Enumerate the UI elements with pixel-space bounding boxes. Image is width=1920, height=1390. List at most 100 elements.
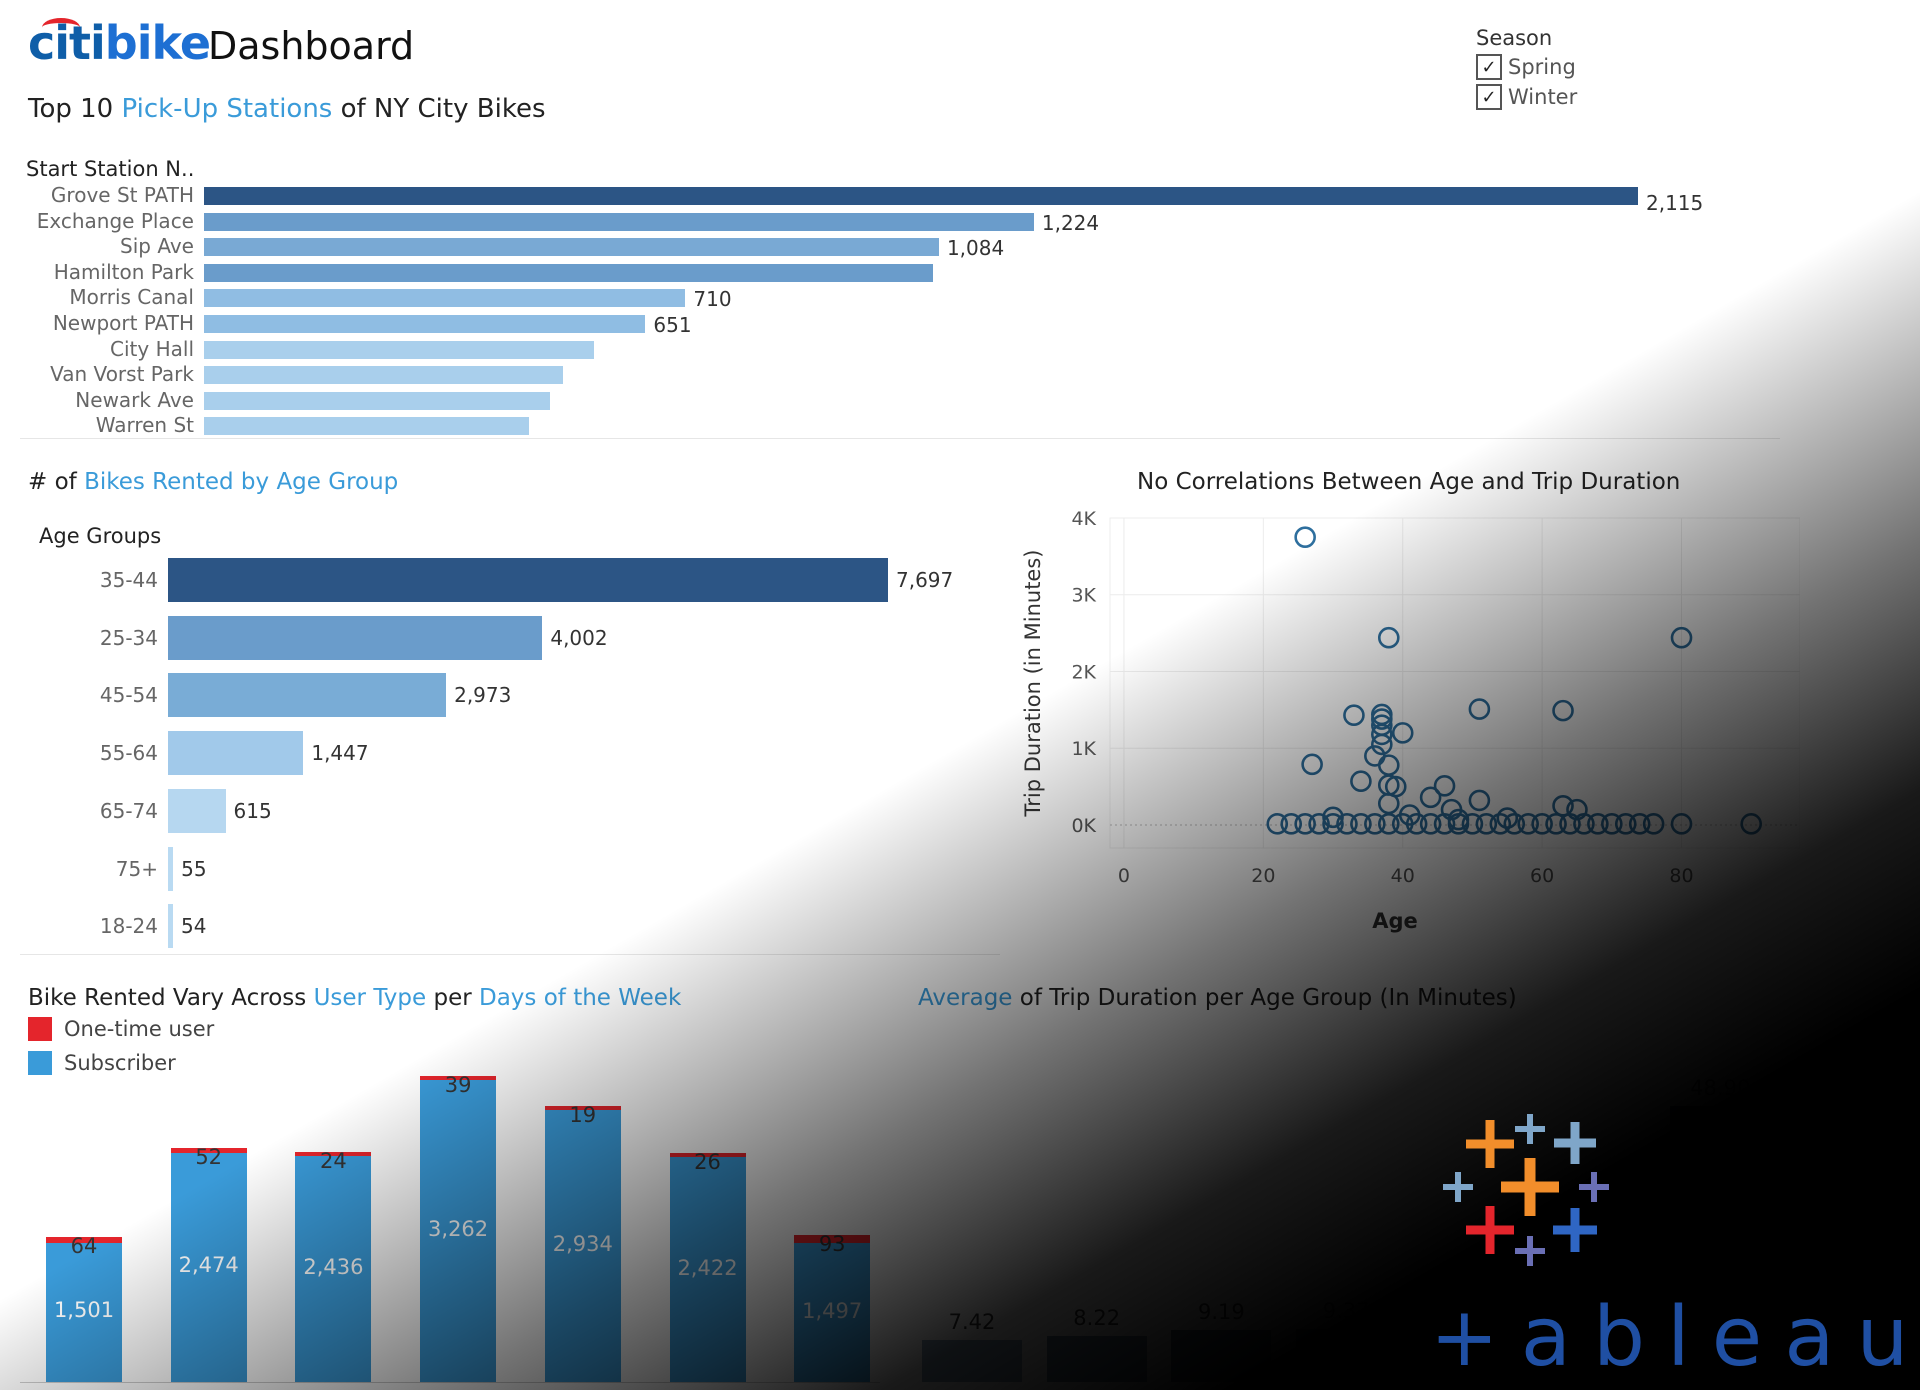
- one-time-value-label: 26: [694, 1150, 721, 1175]
- age-group-value-label: 1,447: [311, 741, 369, 766]
- weekday-axis-line: [20, 1382, 880, 1383]
- avg-duration-value-label: 7.42: [948, 1310, 996, 1335]
- station-label: Warren St: [95, 413, 194, 438]
- avg-duration-value-label: 9.19: [1198, 1300, 1245, 1325]
- age-group-label: 65-74: [99, 798, 158, 823]
- age-group-label: 55-64: [99, 741, 158, 766]
- winter-checkbox[interactable]: ✓: [1476, 84, 1502, 110]
- subscriber-value-label: 1,497: [802, 1298, 863, 1323]
- weekday-title-hl2: Days of the Week: [479, 985, 682, 1011]
- one-time-value-label: 64: [70, 1233, 98, 1258]
- age-group-label: 35-44: [99, 568, 158, 592]
- age-axis-title: Age Groups: [39, 524, 162, 548]
- scatter-y-tick-label: 4K: [1071, 508, 1096, 530]
- scatter-point: [1377, 754, 1400, 776]
- station-label: Newport PATH: [52, 311, 194, 335]
- station-bar: [204, 263, 933, 282]
- season-option-winter[interactable]: ✓ Winter: [1476, 84, 1577, 110]
- one-time-value-label: 24: [320, 1149, 347, 1174]
- scatter-title: No Correlations Between Age and Trip Dur…: [1137, 469, 1681, 495]
- age-group-label: 75+: [115, 856, 158, 881]
- season-filter: Season ✓ Spring ✓ Winter: [1476, 26, 1577, 110]
- stations-title-post: of NY City Bikes: [332, 94, 546, 124]
- age-group-value-label: 4,002: [550, 625, 608, 650]
- age-bar-chart: 35-44 7,697 25-34 4,002 45-54 2,973 55-64 1,447…: [0, 550, 1000, 950]
- station-label: Sip Ave: [120, 234, 194, 259]
- dashboard-title: Dashboard: [208, 24, 415, 68]
- brand-bike: bike: [104, 16, 211, 70]
- station-bar: [204, 417, 530, 436]
- avg-duration-bar: [1296, 1329, 1397, 1382]
- station-label: Newark Ave: [75, 387, 194, 412]
- logo-arc-icon: [42, 18, 80, 37]
- age-duration-scatter: 0 20 40 60 80 4K 3K 2K 1K 0K Age Trip Duration (in …: [1021, 508, 1800, 933]
- subscriber-value-label: 2,422: [677, 1255, 738, 1280]
- subscriber-value-label: 2,474: [178, 1253, 239, 1278]
- station-label: Van Vorst Park: [50, 362, 194, 387]
- scatter-y-axis-title: Trip Duration (in Minutes): [1021, 550, 1045, 818]
- age-group-bar: [168, 558, 888, 602]
- age-group-bar: [168, 846, 174, 891]
- scatter-x-tick-label: 0: [1118, 865, 1130, 887]
- station-value-label: 710: [693, 287, 732, 312]
- scatter-y-tick-label: 3K: [1071, 585, 1096, 607]
- avg-duration-value-label: 9.37: [1322, 1299, 1370, 1324]
- station-label: Grove St PATH: [50, 183, 194, 207]
- age-group-bar: [168, 904, 174, 949]
- scatter-point: [1468, 698, 1491, 720]
- station-value-label: 2,115: [1646, 191, 1704, 215]
- scatter-y-tick-label: 0K: [1071, 815, 1096, 837]
- scatter-point: [1350, 770, 1372, 793]
- stations-title: Top 10 Pick-Up Stations of NY City Bikes: [28, 94, 546, 124]
- season-filter-title: Season: [1476, 26, 1553, 50]
- scatter-x-tick-label: 60: [1530, 865, 1554, 887]
- weekday-stacked-chart: 1,501 64 2,474 52 2,436 24 3,262 39 2,934 19 2,422…: [0, 1030, 900, 1390]
- one-time-value-label: 52: [195, 1144, 223, 1169]
- weekday-title-mid: per: [426, 985, 479, 1011]
- avg-duration-bar: [1171, 1330, 1272, 1382]
- station-bar: [204, 212, 1034, 231]
- stations-axis-title: Start Station N..: [26, 157, 195, 181]
- age-group-value-label: 2,973: [454, 683, 512, 708]
- age-group-value-label: 54: [181, 914, 207, 939]
- age-group-label: 45-54: [99, 683, 158, 708]
- subscriber-value-label: 3,262: [428, 1216, 489, 1241]
- station-bar: [204, 238, 939, 257]
- scatter-point: [1468, 789, 1491, 812]
- scatter-point: [1642, 813, 1665, 835]
- age-group-bar: [168, 788, 226, 833]
- tableau-cross-logo-icon: [1443, 1114, 1609, 1266]
- station-label: City Hall: [110, 336, 194, 361]
- subscriber-value-label: 1,501: [53, 1298, 115, 1323]
- spring-label: Spring: [1508, 55, 1576, 79]
- age-title-hl: Bikes Rented by Age Group: [84, 469, 399, 495]
- subscriber-value-label: 2,934: [552, 1232, 613, 1256]
- age-group-bar: [168, 673, 447, 718]
- age-group-label: 18-24: [99, 914, 158, 939]
- age-group-value-label: 615: [233, 798, 272, 823]
- station-bar: [204, 187, 1638, 205]
- station-bar: [204, 315, 646, 333]
- scatter-x-tick-label: 80: [1669, 865, 1693, 887]
- age-group-label: 25-34: [99, 625, 158, 650]
- station-label: Exchange Place: [36, 208, 194, 233]
- winter-label: Winter: [1508, 85, 1578, 109]
- age-group-value-label: 7,697: [896, 568, 954, 592]
- scatter-plot-area: [1109, 517, 1800, 849]
- stations-title-pre: Top 10: [28, 94, 122, 124]
- scatter-point: [1377, 626, 1400, 649]
- avg-duration-bar: [1046, 1335, 1147, 1382]
- season-option-spring[interactable]: ✓ Spring: [1476, 54, 1577, 80]
- tableau-wordmark: +ableau: [1430, 1290, 1920, 1385]
- scatter-point: [1552, 699, 1574, 722]
- weekday-title: Bike Rented Vary Across User Type per Da…: [28, 985, 681, 1011]
- stations-divider: [20, 438, 1780, 439]
- citibike-logo: citibike: [28, 16, 211, 70]
- scatter-y-tick-label: 2K: [1071, 661, 1096, 683]
- station-bar: [204, 340, 594, 359]
- spring-checkbox[interactable]: ✓: [1476, 54, 1502, 80]
- scatter-point: [1419, 786, 1442, 809]
- scatter-point: [1740, 813, 1763, 835]
- avg-duration-value-label: 8.22: [1073, 1305, 1121, 1330]
- one-time-value-label: 93: [818, 1231, 846, 1256]
